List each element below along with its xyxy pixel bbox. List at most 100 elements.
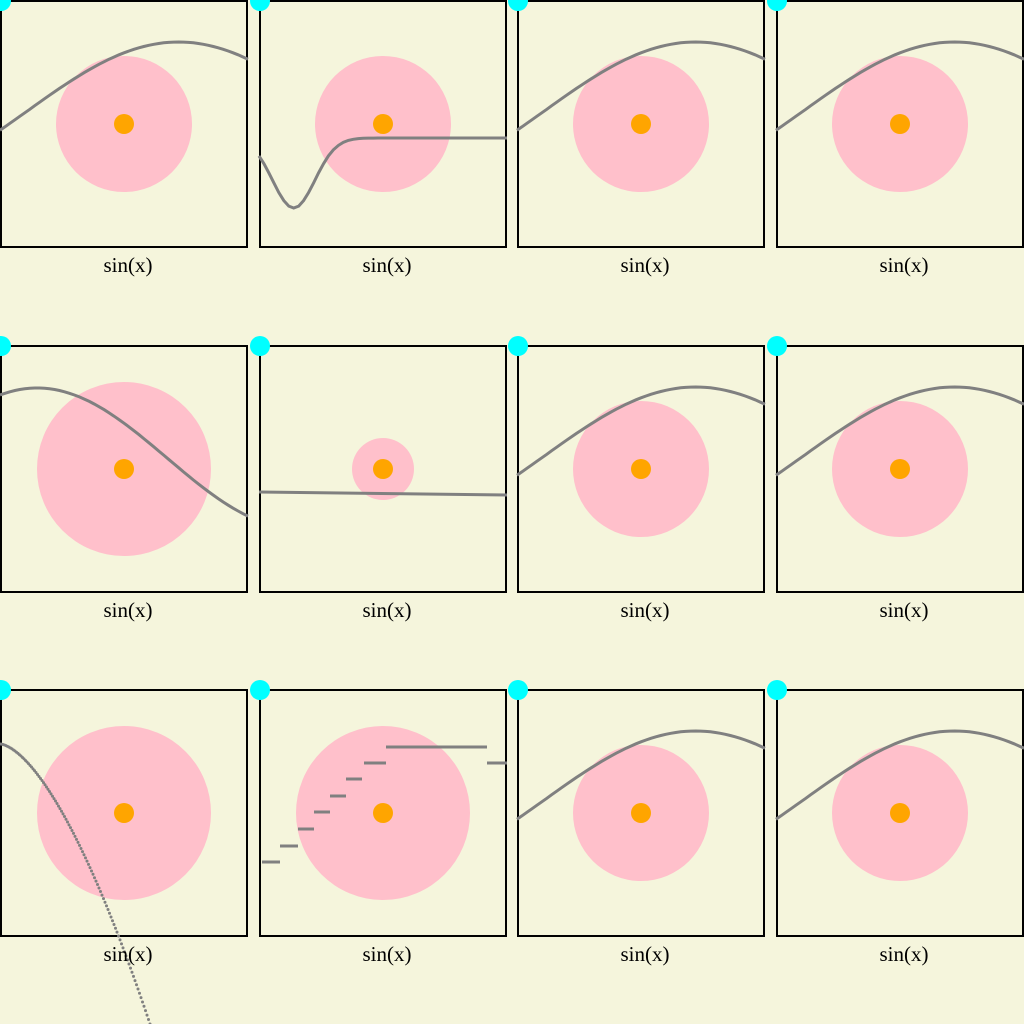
data-point bbox=[61, 812, 65, 816]
series-line bbox=[516, 40, 766, 132]
data-point bbox=[93, 876, 96, 880]
panel: sin(x) bbox=[767, 0, 1024, 277]
data-point bbox=[121, 946, 125, 950]
panel: sin(x) bbox=[0, 680, 248, 1024]
panel-frame bbox=[517, 0, 765, 248]
data-point bbox=[97, 886, 101, 890]
data-point bbox=[48, 790, 51, 794]
data-point bbox=[85, 859, 89, 863]
panel-label: sin(x) bbox=[621, 253, 670, 277]
data-point bbox=[90, 869, 93, 873]
data-point bbox=[111, 919, 114, 923]
data-point bbox=[133, 979, 137, 983]
data-point bbox=[81, 850, 84, 854]
orange-circle-icon bbox=[114, 459, 134, 479]
data-point bbox=[124, 954, 128, 958]
series-line bbox=[258, 490, 508, 497]
data-point bbox=[138, 991, 141, 995]
panel-frame bbox=[0, 345, 248, 593]
data-point bbox=[75, 837, 78, 841]
orange-circle-icon bbox=[373, 803, 393, 823]
orange-circle-icon bbox=[114, 803, 134, 823]
series-line bbox=[0, 386, 249, 518]
data-point bbox=[84, 856, 87, 860]
series-line bbox=[257, 136, 507, 210]
panel-frame bbox=[259, 689, 507, 937]
series-line bbox=[516, 385, 766, 477]
data-point bbox=[60, 809, 63, 813]
data-point bbox=[40, 779, 44, 783]
data-point bbox=[88, 866, 92, 870]
series-line bbox=[516, 729, 766, 821]
data-point bbox=[64, 817, 68, 821]
data-point bbox=[126, 958, 129, 962]
data-point bbox=[46, 787, 50, 791]
data-point bbox=[57, 804, 60, 808]
data-point bbox=[54, 799, 57, 803]
data-point bbox=[120, 942, 123, 946]
panel-label: sin(x) bbox=[363, 598, 412, 622]
panel-frame bbox=[776, 0, 1024, 248]
cyan-circle-icon bbox=[250, 0, 270, 11]
panel-frame bbox=[776, 689, 1024, 937]
panel-frame bbox=[517, 689, 765, 937]
panel-frame bbox=[776, 345, 1024, 593]
data-point bbox=[147, 1018, 150, 1022]
cyan-circle-icon bbox=[250, 680, 270, 700]
panel: sin(x) bbox=[250, 680, 507, 966]
panel-label: sin(x) bbox=[880, 253, 929, 277]
panel-label: sin(x) bbox=[621, 942, 670, 966]
orange-circle-icon bbox=[890, 803, 910, 823]
data-point bbox=[39, 776, 42, 780]
data-point bbox=[127, 962, 131, 966]
data-point bbox=[114, 926, 117, 930]
data-point bbox=[79, 846, 83, 850]
data-point bbox=[82, 853, 86, 857]
data-point bbox=[78, 843, 81, 847]
orange-circle-icon bbox=[373, 114, 393, 134]
data-point bbox=[102, 897, 105, 901]
panel-label: sin(x) bbox=[104, 253, 153, 277]
data-point bbox=[100, 893, 104, 897]
panel-frame bbox=[517, 345, 765, 593]
data-point bbox=[118, 938, 122, 942]
cyan-circle-icon bbox=[508, 680, 528, 700]
panel: sin(x) bbox=[508, 0, 766, 277]
data-point bbox=[132, 974, 135, 978]
data-point bbox=[135, 983, 138, 987]
orange-circle-icon bbox=[114, 114, 134, 134]
panel: sin(x) bbox=[508, 680, 766, 966]
data-point bbox=[144, 1009, 147, 1013]
series-line bbox=[0, 40, 249, 132]
data-point bbox=[109, 915, 113, 919]
cyan-circle-icon bbox=[0, 336, 11, 356]
cyan-circle-icon bbox=[250, 336, 270, 356]
panel-label: sin(x) bbox=[880, 942, 929, 966]
data-point bbox=[94, 879, 98, 883]
series-line bbox=[775, 40, 1024, 132]
panel: sin(x) bbox=[0, 336, 249, 622]
cyan-circle-icon bbox=[767, 680, 787, 700]
panel-label: sin(x) bbox=[363, 942, 412, 966]
data-point bbox=[115, 930, 119, 934]
data-point bbox=[49, 792, 53, 796]
data-point bbox=[130, 970, 134, 974]
orange-circle-icon bbox=[890, 459, 910, 479]
cyan-circle-icon bbox=[767, 336, 787, 356]
data-point bbox=[42, 781, 45, 785]
orange-circle-icon bbox=[631, 803, 651, 823]
panel-label: sin(x) bbox=[880, 598, 929, 622]
cyan-circle-icon bbox=[0, 0, 11, 11]
data-point bbox=[87, 862, 90, 866]
data-point bbox=[139, 996, 143, 1000]
cyan-circle-icon bbox=[0, 680, 11, 700]
orange-circle-icon bbox=[631, 114, 651, 134]
data-point bbox=[66, 820, 69, 824]
data-point bbox=[58, 807, 62, 811]
panel-label: sin(x) bbox=[104, 598, 153, 622]
data-point bbox=[72, 831, 75, 835]
data-point bbox=[145, 1013, 149, 1017]
panel-frame bbox=[259, 0, 507, 248]
data-point bbox=[129, 966, 132, 970]
